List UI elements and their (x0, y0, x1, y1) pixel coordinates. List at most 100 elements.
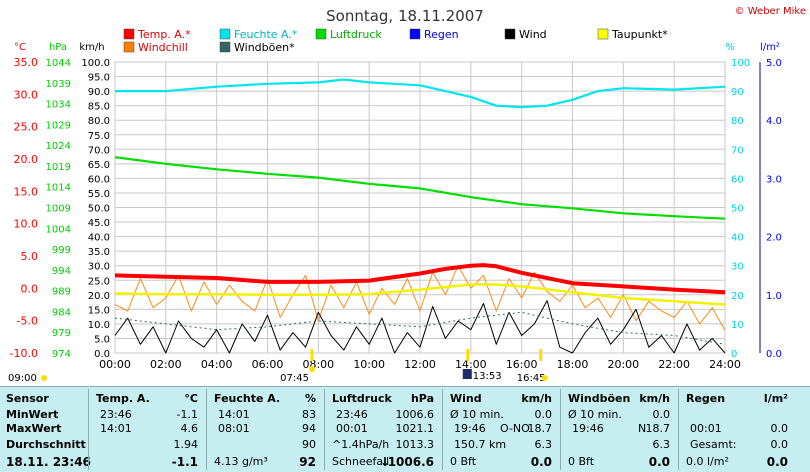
temp-min: -1.1 (176, 408, 198, 421)
chart-title: Sonntag, 18.11.2007 (326, 7, 484, 25)
legend-swatch (315, 28, 327, 40)
credit-label: © Weber Mike (735, 6, 806, 17)
pressure-down-arrow-icon: ↓ (379, 455, 390, 469)
temp-column: Temp. A. °C 23:46 -1.1 14:01 4.6 1.94 -1.1 (92, 387, 204, 472)
wind-tick-label: 10.0 (88, 320, 110, 331)
x-tick-label: 24:00 (709, 358, 741, 371)
gusts-unit: km/h (639, 392, 670, 405)
wind-tick-label: 35.0 (88, 247, 110, 258)
legend-label: Wind (519, 28, 547, 41)
gusts-current: 0.0 (648, 455, 670, 469)
temp-tick-label: -5.0 (17, 315, 38, 328)
rain-max-time: 00:01 (690, 422, 722, 435)
wind-tick-label: 25.0 (88, 276, 110, 287)
gusts-column: Windböen km/h Ø 10 min. 0.0 19:46 N 18.7 6.3… (564, 387, 676, 472)
current-datetime: 18.11. 23:46 (6, 455, 91, 469)
wind-axis-unit: km/h (79, 42, 104, 53)
sun-icon (41, 375, 47, 381)
humidity-tick-label: 90 (731, 87, 744, 98)
legend-label: Regen (424, 28, 459, 41)
humidity-tick-label: 50 (731, 204, 744, 215)
x-tick-label: 20:00 (607, 358, 639, 371)
temp-tick-label: 25.0 (14, 121, 39, 134)
pressure-tick-label: 1009 (46, 204, 71, 215)
wind-tick-label: 15.0 (88, 305, 110, 316)
wind-tick-label: 0.0 (94, 349, 110, 360)
tick-labels: 00:00 02:00 04:00 06:00 08:00 10:00 12:00 14:00… (10, 56, 782, 371)
legend-label: Luftdruck (330, 28, 382, 41)
humidity-min: 83 (302, 408, 316, 421)
legend-label: Windchill (138, 41, 188, 54)
series-feuchte-a (115, 78, 726, 109)
rain-unit: l/m² (763, 392, 788, 405)
x-tick-label: 02:00 (150, 358, 182, 371)
temp-axis-unit: °C (14, 42, 26, 53)
astro-markers: 09:00 07:45 13:53 16:45 (8, 349, 548, 384)
wind-tick-label: 5.0 (94, 334, 110, 345)
pressure-axis-unit: hPa (49, 42, 67, 53)
pressure-tick-label: 1039 (46, 79, 71, 90)
temp-unit: °C (184, 392, 198, 405)
row-label-min: MinWert (6, 408, 59, 421)
gusts-bft: 0 Bft (568, 455, 595, 468)
temp-tick-label: -10.0 (10, 347, 38, 360)
humidity-tick-label: 0 (731, 349, 737, 360)
legend: Temp. A.* Feuchte A.* Luftdruck Regen Wind Ta… (123, 28, 668, 54)
rain-total: 0.0 (770, 438, 789, 451)
pressure-max: 1021.1 (395, 422, 435, 435)
humidity-tick-label: 10 (731, 320, 744, 331)
rain-tick-label: 0.0 (766, 349, 782, 360)
wind-max: 18.7 (527, 422, 553, 435)
grid (114, 61, 726, 354)
wind-header: Wind (450, 392, 482, 405)
rain-tick-label: 3.0 (766, 174, 782, 185)
humidity-current: 92 (299, 455, 316, 469)
series-taupunkt (114, 283, 726, 306)
x-tick-label: 16:00 (506, 358, 538, 371)
gusts-avg10: 0.0 (652, 408, 671, 421)
wind-tick-label: 65.0 (88, 160, 110, 171)
legend-label: Windböen* (234, 41, 295, 54)
humidity-max-time: 08:01 (218, 422, 250, 435)
humidity-tick-label: 40 (731, 233, 744, 244)
legend-swatch (597, 28, 609, 40)
temp-tick-label: 30.0 (14, 88, 39, 101)
legend-label: Temp. A.* (137, 28, 191, 41)
wind-max-time: 19:46 (454, 422, 486, 435)
sun-icon (308, 366, 315, 372)
wind-unit: km/h (521, 392, 552, 405)
pressure-tick-label: 1014 (46, 183, 71, 194)
pressure-trend: ^1.4hPa/h (332, 438, 390, 451)
wind-tick-label: 30.0 (88, 262, 110, 273)
legend-swatch (123, 28, 135, 40)
gusts-header: Windböen (568, 392, 631, 405)
rain-tick-label: 4.0 (766, 116, 782, 127)
pressure-tick-label: 984 (52, 307, 71, 318)
row-label-max: MaxWert (6, 422, 62, 435)
marker-label: 09:00 (8, 373, 37, 384)
marker-label: 16:45 (517, 373, 546, 384)
pressure-avg: 1013.3 (395, 438, 435, 451)
x-tick-label: 06:00 (252, 358, 284, 371)
temp-tick-label: 15.0 (14, 185, 39, 198)
pressure-tick-label: 1044 (46, 58, 71, 69)
wind-tick-label: 45.0 (88, 218, 110, 229)
wind-tick-label: 40.0 (88, 233, 110, 244)
wind-tick-label: 75.0 (88, 131, 110, 142)
pressure-min: 1006.6 (395, 408, 435, 421)
pressure-max-time: 00:01 (336, 422, 368, 435)
sun-icon (541, 375, 548, 381)
legend-swatch (219, 28, 231, 40)
pressure-tick-label: 1019 (46, 162, 71, 173)
x-tick-label: 12:00 (404, 358, 436, 371)
x-tick-label: 04:00 (201, 358, 233, 371)
wind-tick-label: 80.0 (88, 116, 110, 127)
humidity-avg: 90 (302, 438, 316, 451)
rain-max: 0.0 (770, 422, 789, 435)
humidity-column: Feuchte A.% 14:01 83 08:01 94 90 4.13 g/m³… (210, 387, 322, 472)
legend-swatch (504, 28, 516, 40)
sensor-header: Sensor (6, 392, 49, 405)
pressure-tick-label: 994 (52, 266, 71, 277)
humidity-min-time: 14:01 (218, 408, 250, 421)
pressure-header: Luftdruck (332, 392, 392, 405)
